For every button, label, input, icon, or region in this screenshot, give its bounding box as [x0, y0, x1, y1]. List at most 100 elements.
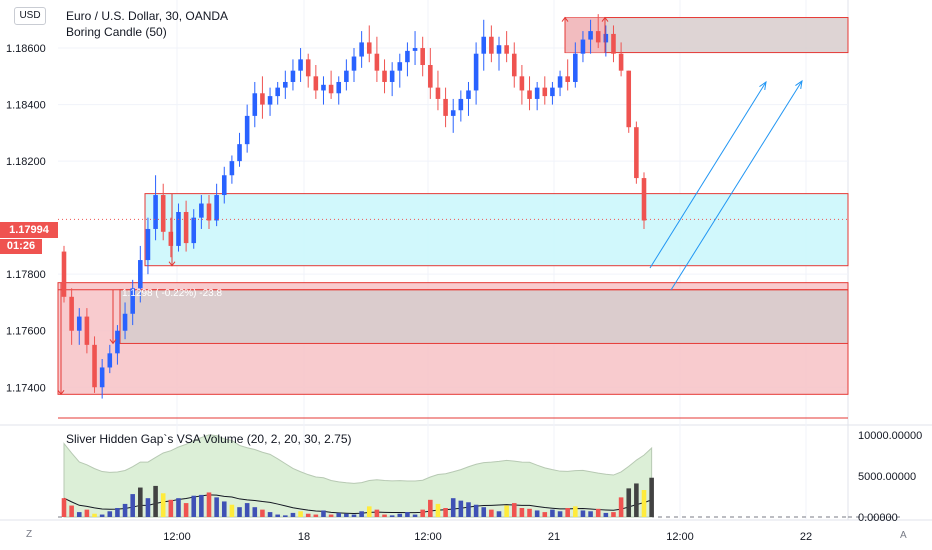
candle-body [565, 76, 570, 82]
symbol-title: Euro / U.S. Dollar, 30, OANDA [66, 9, 229, 23]
volume-bar [565, 508, 570, 517]
volume-bar [534, 510, 540, 517]
candle-body [405, 50, 410, 63]
volume-bar [160, 493, 166, 517]
candle-body [76, 316, 82, 331]
candle-body [283, 81, 288, 88]
zoom-reset-button[interactable]: Z [26, 529, 33, 540]
volume-bar [252, 507, 258, 517]
volume-bar [580, 510, 586, 517]
candle-body [618, 53, 624, 71]
time-axis-label: 22 [800, 531, 812, 543]
volume-bar [435, 503, 441, 517]
candle-body [450, 110, 456, 116]
price-axis-label: 1.18200 [6, 156, 46, 168]
volume-bar [351, 514, 357, 517]
candle-body [511, 53, 517, 77]
volume-bar [382, 514, 387, 517]
volume-indicator-title: Sliver Hidden Gap`s VSA Volume (20, 2, 2… [66, 432, 352, 446]
candle-body [199, 203, 204, 218]
volume-bar [313, 514, 319, 517]
volume-bar [588, 511, 593, 517]
projection-arrow-head [759, 80, 767, 90]
candle-body [634, 127, 639, 179]
candle-body [260, 93, 265, 105]
volume-bar [504, 505, 509, 517]
candle-body [389, 70, 395, 82]
volume-bar [260, 509, 265, 517]
volume-bar [84, 509, 90, 517]
candle-body [588, 31, 593, 40]
volume-bar [138, 487, 143, 517]
candle-body [298, 59, 303, 71]
candle-body [61, 251, 67, 297]
candle-body [466, 90, 471, 99]
candle-body [145, 228, 151, 261]
volume-bar [145, 498, 151, 517]
volume-bar [199, 494, 204, 517]
candle-body [481, 36, 487, 54]
candle-body [344, 70, 349, 82]
candle-body [336, 81, 342, 94]
candle-body [473, 53, 479, 91]
candle-body [321, 84, 326, 91]
volume-axis-label: 5000.00000 [858, 471, 916, 483]
volume-bar [321, 510, 326, 517]
volume-bar [366, 506, 372, 517]
candle-body [580, 39, 586, 54]
volume-bar [267, 512, 273, 517]
candle-body [534, 87, 540, 99]
time-axis-label: 18 [298, 531, 310, 543]
candle-body [221, 175, 227, 196]
volume-bar [336, 512, 342, 517]
volume-bar [107, 511, 113, 517]
volume-bar [328, 514, 334, 517]
volume-bar [595, 508, 601, 517]
volume-bar [557, 511, 563, 517]
projection-arrow [670, 80, 803, 291]
volume-bar [412, 514, 418, 517]
auto-scale-button[interactable]: A [900, 530, 907, 541]
price-axis-label: 1.17800 [6, 269, 46, 281]
volume-bar [130, 494, 135, 517]
zone-arrow-head [57, 390, 65, 396]
candle-body [122, 313, 128, 331]
candle-body [359, 42, 364, 57]
candle-body [412, 48, 418, 51]
currency-button[interactable]: USD [14, 7, 46, 25]
volume-bar [359, 511, 364, 517]
volume-bar [153, 485, 158, 517]
volume-bar [618, 497, 624, 517]
volume-bar [99, 514, 105, 517]
candle-body [550, 87, 555, 97]
candle-body [382, 70, 387, 82]
candle-body [160, 195, 166, 232]
candle-body [305, 59, 311, 77]
volume-bar [489, 509, 494, 517]
volume-bar [527, 508, 532, 517]
candle-body [351, 56, 357, 71]
volume-bar [344, 513, 349, 517]
time-axis-label: 21 [548, 531, 560, 543]
indicator-title: Boring Candle (50) [66, 25, 167, 39]
volume-bar [550, 509, 555, 517]
volume-bar [305, 513, 311, 517]
volume-bar [473, 504, 479, 517]
current-price-tag: 1.17994 [0, 222, 58, 238]
volume-bar [283, 515, 288, 517]
volume-bar [122, 503, 128, 517]
volume-bar [221, 501, 227, 517]
volume-bar [428, 499, 433, 517]
candle-body [496, 45, 502, 54]
candle-body [527, 90, 532, 99]
volume-bar [76, 512, 82, 517]
candle-body [237, 144, 242, 162]
zone-arrow-head [168, 261, 176, 267]
time-axis-label: 12:00 [414, 531, 442, 543]
candle-body [573, 53, 578, 82]
volume-bar [405, 512, 410, 517]
volume-bar [573, 506, 578, 517]
candle-body [267, 96, 273, 105]
